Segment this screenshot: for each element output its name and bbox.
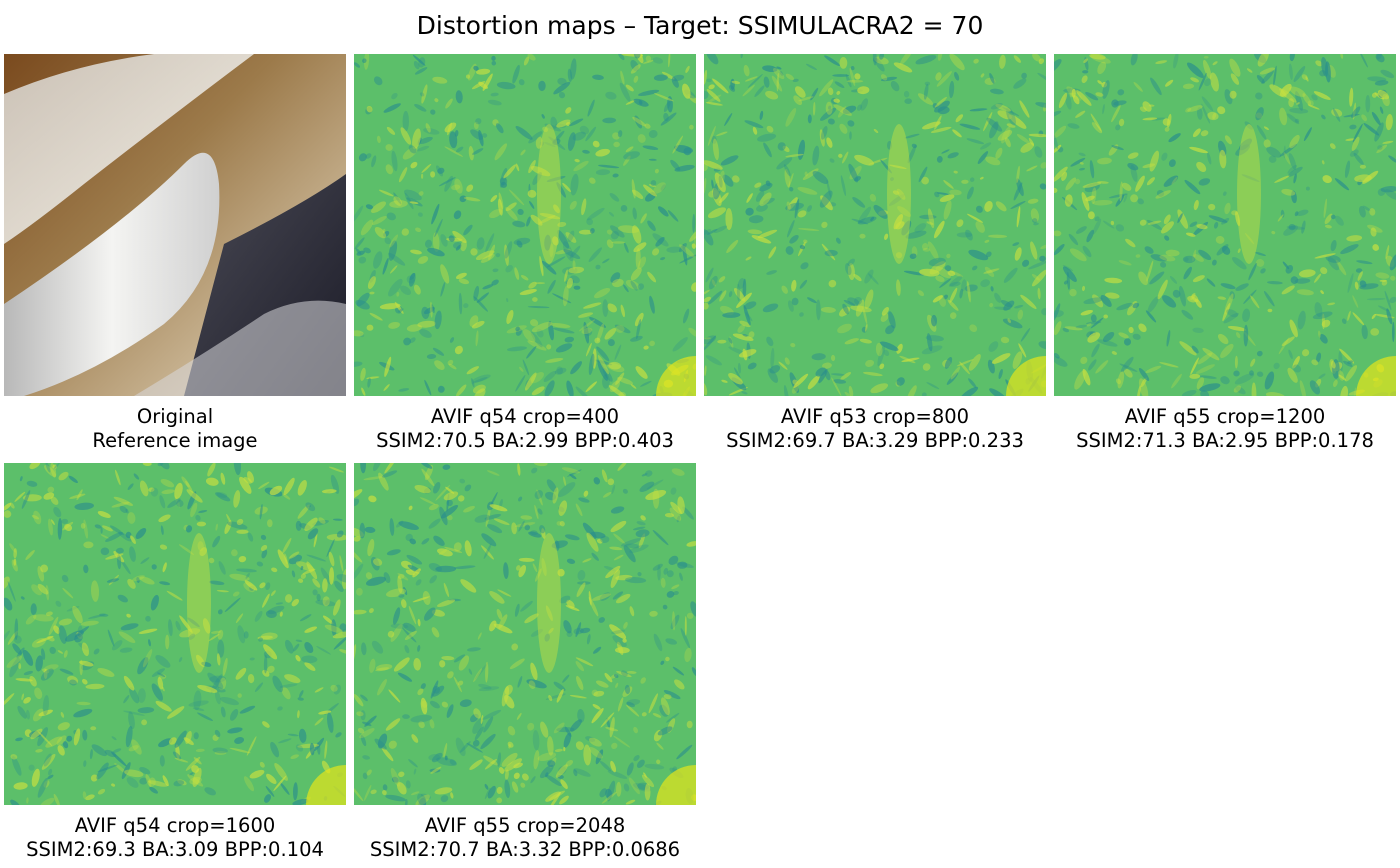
caption-line-2: SSIM2:70.7 BA:3.32 BPP:0.0686: [369, 838, 681, 861]
panel-caption: AVIF q55 crop=2048 SSIM2:70.7 BA:3.32 BP…: [354, 814, 696, 862]
reference-image: [4, 54, 346, 396]
distortion-map-image: [354, 54, 696, 396]
panel-caption: AVIF q54 crop=400 SSIM2:70.5 BA:2.99 BPP…: [354, 405, 696, 453]
panel-reference: Original Reference image: [4, 54, 346, 453]
panel-caption: AVIF q54 crop=1600 SSIM2:69.3 BA:3.09 BP…: [4, 814, 346, 862]
panel-caption: AVIF q55 crop=1200 SSIM2:71.3 BA:2.95 BP…: [1054, 405, 1396, 453]
panel-distortion-1: AVIF q54 crop=400 SSIM2:70.5 BA:2.99 BPP…: [354, 54, 696, 453]
panel-caption: AVIF q53 crop=800 SSIM2:69.7 BA:3.29 BPP…: [704, 405, 1046, 453]
panel-distortion-3: AVIF q55 crop=1200 SSIM2:71.3 BA:2.95 BP…: [1054, 54, 1396, 453]
caption-line-2: SSIM2:70.5 BA:2.99 BPP:0.403: [376, 429, 674, 452]
distortion-map-image: [704, 54, 1046, 396]
caption-line-1: AVIF q54 crop=400: [430, 405, 620, 428]
panel-distortion-2: AVIF q53 crop=800 SSIM2:69.7 BA:3.29 BPP…: [704, 54, 1046, 453]
caption-line-2: SSIM2:69.3 BA:3.09 BPP:0.104: [26, 838, 324, 861]
caption-line-2: SSIM2:71.3 BA:2.95 BPP:0.178: [1076, 429, 1374, 452]
panel-distortion-5: AVIF q55 crop=2048 SSIM2:70.7 BA:3.32 BP…: [354, 463, 696, 862]
caption-line-2: SSIM2:69.7 BA:3.29 BPP:0.233: [726, 429, 1024, 452]
distortion-map-image: [354, 463, 696, 805]
caption-line-1: AVIF q54 crop=1600: [74, 814, 276, 837]
panel-caption: Original Reference image: [4, 405, 346, 453]
caption-line-1: AVIF q53 crop=800: [780, 405, 970, 428]
distortion-map-image: [4, 463, 346, 805]
caption-line-2: Reference image: [92, 429, 258, 452]
caption-line-1: Original: [136, 405, 214, 428]
distortion-map-image: [1054, 54, 1396, 396]
panel-distortion-4: AVIF q54 crop=1600 SSIM2:69.3 BA:3.09 BP…: [4, 463, 346, 862]
caption-line-1: AVIF q55 crop=1200: [1124, 405, 1326, 428]
caption-line-1: AVIF q55 crop=2048: [424, 814, 626, 837]
figure-title: Distortion maps – Target: SSIMULACRA2 = …: [416, 11, 984, 40]
